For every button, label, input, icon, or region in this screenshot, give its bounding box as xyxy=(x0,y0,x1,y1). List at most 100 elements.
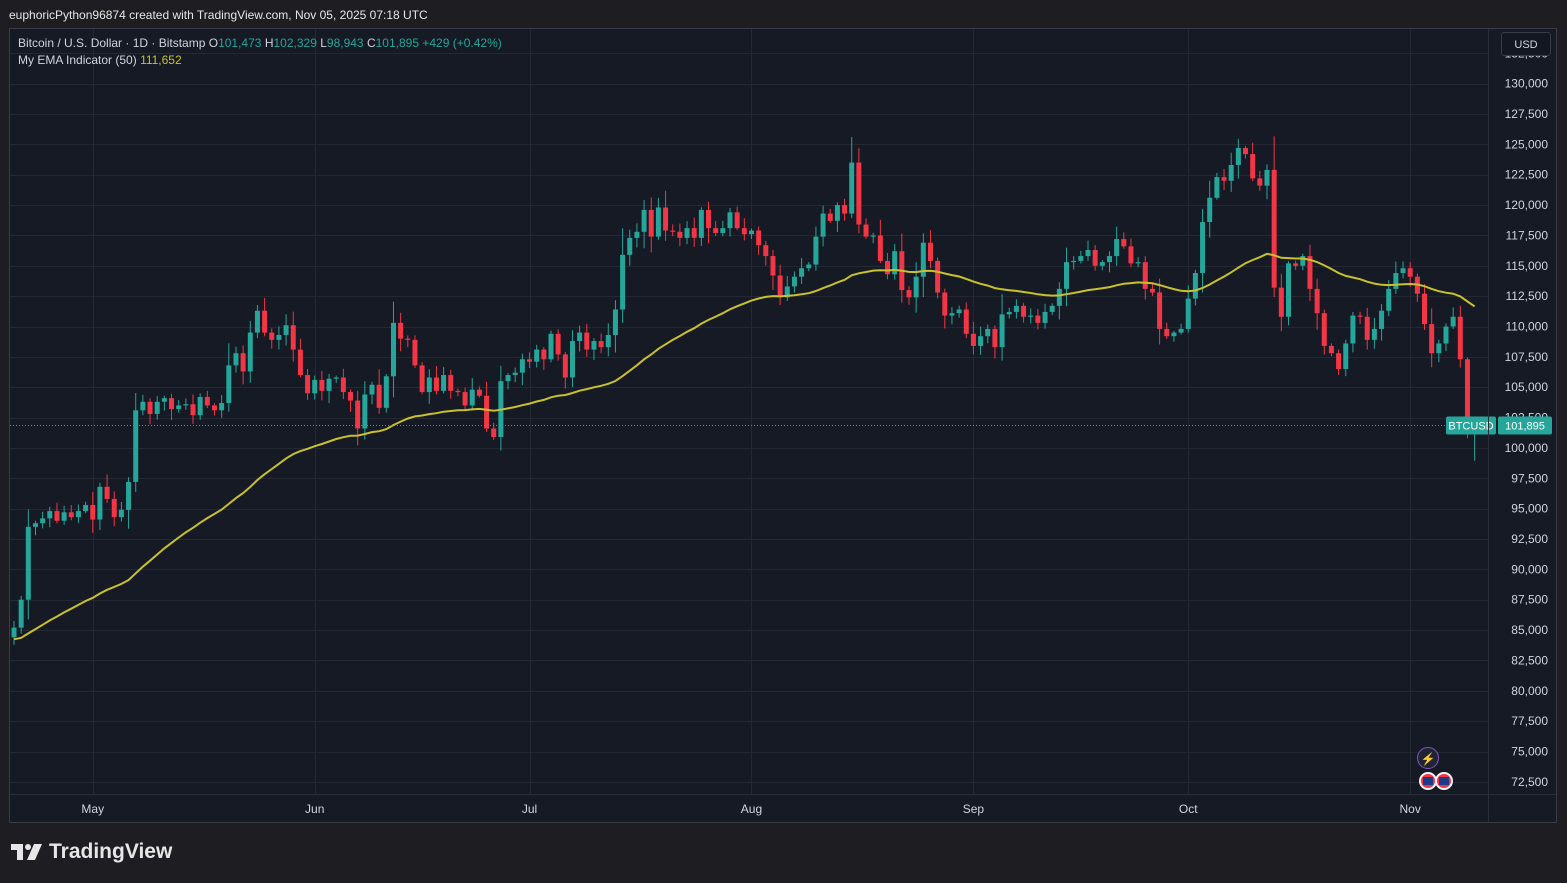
candle-body xyxy=(1443,326,1449,344)
candle xyxy=(1149,282,1155,296)
candle xyxy=(183,398,189,410)
candle-body xyxy=(1321,313,1327,346)
candle xyxy=(1257,170,1263,191)
candle xyxy=(763,240,769,266)
candle xyxy=(40,511,46,529)
candle xyxy=(1343,339,1349,377)
candle-body xyxy=(641,209,647,232)
candle-body xyxy=(670,230,676,232)
candle xyxy=(118,501,124,522)
candle-body xyxy=(333,377,339,379)
candle-body xyxy=(1235,148,1241,165)
candle xyxy=(1271,136,1277,298)
y-tick-label: 95,000 xyxy=(1511,502,1548,516)
low-value: 98,943 xyxy=(326,36,364,50)
candle xyxy=(1386,280,1392,317)
candle-body xyxy=(154,401,160,414)
candle-body xyxy=(877,235,883,261)
candle xyxy=(935,257,941,299)
candle-body xyxy=(870,235,876,237)
candle-body xyxy=(777,275,783,298)
last-price-tags: BTCUSD 101,895 xyxy=(1446,416,1552,435)
indicator-legend[interactable]: My EMA Indicator (50) 111,652 xyxy=(18,53,182,67)
symbol-legend[interactable]: Bitcoin / U.S. Dollar · 1D · Bitstamp O1… xyxy=(18,36,502,50)
candle xyxy=(269,328,275,349)
candle-body xyxy=(734,212,740,229)
candle-body xyxy=(1164,328,1170,337)
x-tick-label: May xyxy=(81,802,104,816)
candle-body xyxy=(441,375,447,391)
candle xyxy=(1178,323,1184,335)
candle xyxy=(806,262,812,272)
candle xyxy=(11,620,17,645)
candle-body xyxy=(1021,305,1027,317)
x-tick-label: Nov xyxy=(1400,802,1421,816)
candle-body xyxy=(748,230,754,235)
currency-button[interactable]: USD xyxy=(1501,32,1551,56)
candle-body xyxy=(612,309,618,335)
candle-body xyxy=(161,398,167,402)
candle xyxy=(126,477,132,529)
candle xyxy=(441,367,447,394)
candle xyxy=(756,226,762,255)
candle xyxy=(1336,349,1342,375)
candle xyxy=(305,368,311,400)
candle xyxy=(348,389,354,412)
tradingview-logo[interactable]: TradingView xyxy=(11,840,172,864)
chart-frame[interactable]: 72,500 75,000 77,500 80,000 82,500 85,000 87,5… xyxy=(9,28,1557,823)
candle-body xyxy=(741,228,747,235)
candle xyxy=(1121,232,1127,249)
candle xyxy=(355,390,361,446)
indicator-label[interactable]: My EMA Indicator (50) xyxy=(18,53,137,67)
candle-body xyxy=(1264,169,1270,186)
candle xyxy=(663,190,669,241)
us-flag-icon-2[interactable] xyxy=(1435,772,1453,790)
candle xyxy=(25,509,31,620)
candle-body xyxy=(849,162,855,214)
candle xyxy=(319,370,325,401)
candle-body xyxy=(383,376,389,408)
candle xyxy=(985,324,991,344)
candle-body xyxy=(476,389,482,396)
candle-body xyxy=(970,333,976,346)
candle-body xyxy=(1314,288,1320,314)
candle-body xyxy=(1071,260,1077,263)
candle xyxy=(426,369,432,404)
candle xyxy=(598,333,604,354)
candle-body xyxy=(448,375,454,391)
candle xyxy=(1278,273,1284,332)
candle-body xyxy=(412,339,418,366)
candle-body xyxy=(1400,268,1406,274)
candle xyxy=(627,229,633,266)
candle-body xyxy=(1006,311,1012,315)
candle-body xyxy=(75,511,81,518)
symbol-name[interactable]: Bitcoin / U.S. Dollar · 1D · Bitstamp xyxy=(18,36,206,50)
candle xyxy=(1436,339,1442,363)
candle xyxy=(720,220,726,237)
candle xyxy=(691,217,697,247)
candle-body xyxy=(340,377,346,393)
candle xyxy=(1371,317,1377,349)
candle xyxy=(111,491,117,527)
candle-body xyxy=(1271,169,1277,288)
candle-body xyxy=(1056,288,1062,306)
candle-body xyxy=(68,512,74,518)
lightning-icon[interactable]: ⚡ xyxy=(1417,747,1439,769)
candle-body xyxy=(842,205,848,214)
candle-body xyxy=(1135,262,1141,264)
candle xyxy=(211,403,217,416)
candle xyxy=(1028,308,1034,324)
candlestick-chart[interactable]: 72,500 75,000 77,500 80,000 82,500 85,000 87,5… xyxy=(10,29,1556,822)
candle xyxy=(1235,138,1241,179)
y-tick-label: 105,000 xyxy=(1505,380,1549,394)
candle xyxy=(83,501,89,514)
candle xyxy=(1085,240,1091,261)
candle xyxy=(1293,260,1299,270)
candle-body xyxy=(433,377,439,391)
candle xyxy=(1314,278,1320,330)
candle xyxy=(1350,311,1356,353)
candle-body xyxy=(1214,177,1220,198)
candle-body xyxy=(11,627,17,638)
candle xyxy=(176,400,182,413)
candle-body xyxy=(648,209,654,237)
